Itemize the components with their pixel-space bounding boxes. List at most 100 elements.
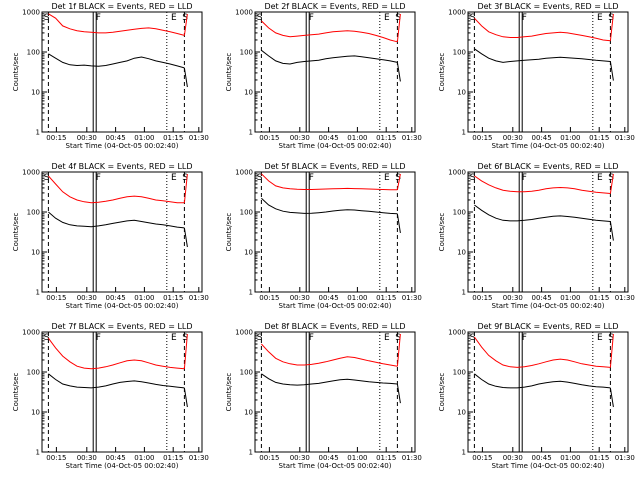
marker-label: S bbox=[182, 173, 188, 183]
lld-series-line bbox=[261, 20, 398, 43]
x-axis-label: Start Time (04-Oct-05 00:02:40) bbox=[492, 302, 605, 310]
x-tick-label: 00:15 bbox=[472, 454, 492, 462]
chart-panel-5: Det 5f BLACK = Events, RED = LLD 1 10 100 10… bbox=[225, 162, 422, 310]
x-tick-label: 01:00 bbox=[134, 454, 154, 462]
chart-title: Det 1f BLACK = Events, RED = LLD bbox=[51, 2, 192, 11]
marker-label: F bbox=[522, 13, 527, 23]
x-axis-label: Start Time (04-Oct-05 00:02:40) bbox=[492, 142, 605, 150]
lld-series-end bbox=[396, 173, 401, 190]
x-tick-label: 00:15 bbox=[472, 134, 492, 142]
marker-label: E bbox=[384, 333, 390, 343]
events-series-end bbox=[396, 62, 401, 82]
events-series-line bbox=[474, 204, 611, 222]
chart-panel-8: Det 8f BLACK = Events, RED = LLD 1 10 100 10… bbox=[225, 322, 422, 470]
marker-label: F bbox=[96, 13, 101, 23]
plot-frame bbox=[467, 11, 629, 133]
chart-title: Det 9f BLACK = Events, RED = LLD bbox=[477, 322, 618, 331]
x-tick-label: 00:30 bbox=[503, 134, 523, 142]
y-tick-label: 1000 bbox=[448, 9, 466, 17]
x-tick-label: 00:45 bbox=[319, 454, 339, 462]
x-tick-label: 01:00 bbox=[560, 454, 580, 462]
events-series-end bbox=[609, 61, 614, 81]
x-tick-label: 00:30 bbox=[503, 454, 523, 462]
x-tick-label: 01:15 bbox=[589, 134, 609, 142]
events-series-line bbox=[261, 197, 398, 215]
y-tick-label: 10 bbox=[31, 89, 40, 97]
x-tick-label: 00:45 bbox=[319, 134, 339, 142]
chart-panel-9: Det 9f BLACK = Events, RED = LLD 1 10 100 10… bbox=[438, 322, 635, 470]
chart-title: Det 5f BLACK = Events, RED = LLD bbox=[264, 162, 405, 171]
x-axis-label: Start Time (04-Oct-05 00:02:40) bbox=[492, 462, 605, 470]
x-tick-label: 01:30 bbox=[189, 294, 209, 302]
x-tick-label: 00:15 bbox=[259, 454, 279, 462]
marker-label: E bbox=[171, 173, 177, 183]
chart-panel-3: Det 3f BLACK = Events, RED = LLD 1 10 100 10… bbox=[438, 2, 635, 150]
x-tick-label: 01:15 bbox=[376, 294, 396, 302]
y-tick-label: 1 bbox=[36, 449, 40, 457]
marker-label: F bbox=[522, 333, 527, 343]
lld-series-line bbox=[261, 343, 398, 367]
y-tick-label: 100 bbox=[240, 49, 253, 57]
chart-panel-2: Det 2f BLACK = Events, RED = LLD 1 10 100 10… bbox=[225, 2, 422, 150]
plot-frame bbox=[41, 331, 203, 453]
plot-frame bbox=[254, 331, 416, 453]
chart-title: Det 4f BLACK = Events, RED = LLD bbox=[51, 162, 192, 171]
y-tick-label: 100 bbox=[27, 369, 40, 377]
marker-label: S bbox=[257, 173, 263, 183]
y-axis-label: Counts/sec bbox=[438, 213, 446, 252]
y-axis-label: Counts/sec bbox=[225, 213, 233, 252]
events-series-end bbox=[396, 213, 401, 233]
x-tick-label: 00:30 bbox=[503, 294, 523, 302]
x-tick-label: 00:15 bbox=[46, 454, 66, 462]
chart-title: Det 2f BLACK = Events, RED = LLD bbox=[264, 2, 405, 11]
y-tick-label: 1 bbox=[462, 289, 466, 297]
y-tick-label: 1000 bbox=[235, 329, 253, 337]
marker-label: S bbox=[182, 333, 188, 343]
y-tick-label: 100 bbox=[240, 369, 253, 377]
lld-series-line bbox=[474, 17, 611, 42]
lld-series-line bbox=[48, 175, 185, 204]
plot-frame bbox=[254, 171, 416, 293]
x-tick-label: 01:15 bbox=[163, 134, 183, 142]
marker-label: S bbox=[257, 13, 263, 23]
y-axis-label: Counts/sec bbox=[438, 53, 446, 92]
chart-title: Det 7f BLACK = Events, RED = LLD bbox=[51, 322, 192, 331]
lld-series-line bbox=[261, 173, 398, 191]
y-tick-label: 10 bbox=[31, 249, 40, 257]
marker-label: S bbox=[470, 333, 476, 343]
marker-label: S bbox=[608, 13, 614, 23]
marker-label: S bbox=[395, 13, 401, 23]
x-tick-label: 00:30 bbox=[77, 294, 97, 302]
y-tick-label: 1000 bbox=[235, 9, 253, 17]
events-series-end bbox=[183, 227, 188, 248]
marker-label: F bbox=[96, 173, 101, 183]
x-tick-label: 01:00 bbox=[347, 134, 367, 142]
x-tick-label: 01:00 bbox=[560, 294, 580, 302]
plot-frame bbox=[41, 171, 203, 293]
y-axis-label: Counts/sec bbox=[225, 373, 233, 412]
lld-series-end bbox=[609, 13, 614, 41]
marker-label: S bbox=[608, 173, 614, 183]
plot-frame bbox=[467, 171, 629, 293]
x-tick-label: 00:30 bbox=[290, 294, 310, 302]
y-tick-label: 1000 bbox=[235, 169, 253, 177]
lld-series-end bbox=[396, 333, 401, 367]
x-tick-label: 00:45 bbox=[106, 454, 126, 462]
y-tick-label: 100 bbox=[240, 209, 253, 217]
x-tick-label: 01:30 bbox=[615, 134, 635, 142]
marker-label: S bbox=[395, 333, 401, 343]
x-tick-label: 01:00 bbox=[134, 294, 154, 302]
x-tick-label: 01:15 bbox=[163, 294, 183, 302]
marker-label: E bbox=[171, 333, 177, 343]
y-axis-label: Counts/sec bbox=[12, 53, 20, 92]
marker-label: E bbox=[384, 13, 390, 23]
y-tick-label: 10 bbox=[244, 409, 253, 417]
x-tick-label: 00:45 bbox=[319, 294, 339, 302]
lld-series-end bbox=[396, 13, 401, 42]
x-tick-label: 01:15 bbox=[589, 454, 609, 462]
events-series-line bbox=[474, 373, 611, 389]
chart-panel-6: Det 6f BLACK = Events, RED = LLD 1 10 100 10… bbox=[438, 162, 635, 310]
chart-title: Det 3f BLACK = Events, RED = LLD bbox=[477, 2, 618, 11]
y-tick-label: 1 bbox=[462, 449, 466, 457]
plot-frame bbox=[41, 11, 203, 133]
